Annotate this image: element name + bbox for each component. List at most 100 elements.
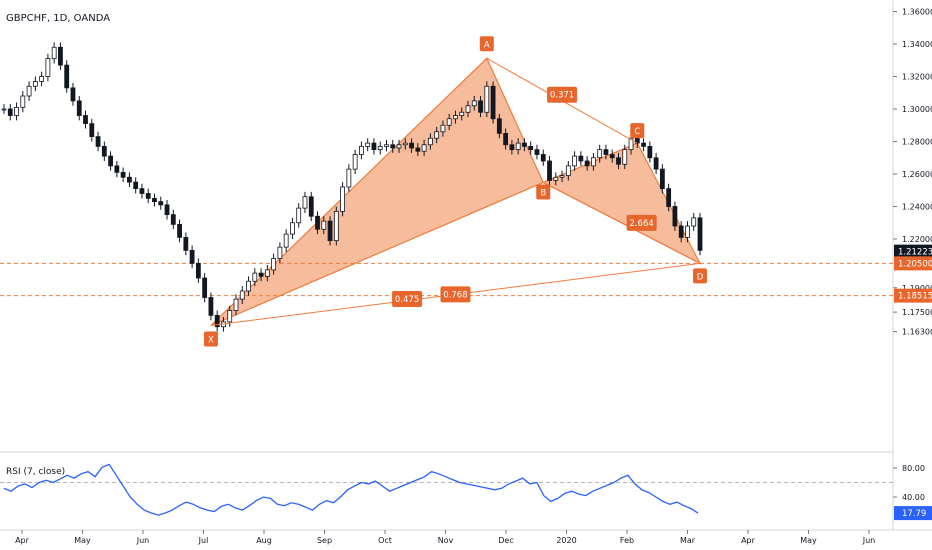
- candle: [246, 276, 251, 296]
- candle: [565, 161, 571, 181]
- candle-body: [371, 142, 377, 151]
- candle-body: [509, 144, 515, 151]
- candle-body: [333, 210, 339, 242]
- time-tick-label: Jul: [198, 536, 209, 545]
- time-tick-label: Apr: [15, 536, 30, 545]
- rsi-line[interactable]: [3, 463, 699, 516]
- candle-body: [609, 154, 615, 159]
- candle: [70, 83, 76, 106]
- candle: [697, 213, 703, 256]
- candle: [653, 152, 659, 174]
- ratio-badge[interactable]: [626, 214, 657, 231]
- candle-body: [302, 196, 308, 209]
- candle-body: [659, 168, 665, 190]
- candle-body: [20, 95, 26, 108]
- candle-body: [51, 46, 57, 60]
- point-B-badge[interactable]: [536, 184, 551, 200]
- candle-body: [377, 145, 383, 151]
- candle-body: [152, 197, 157, 203]
- candle-body: [578, 155, 584, 162]
- candle-body: [346, 168, 352, 188]
- candle: [290, 217, 295, 239]
- candle: [396, 139, 402, 153]
- time-tick-label: Jun: [862, 536, 876, 545]
- candle-body: [64, 64, 70, 89]
- candle-body: [170, 214, 176, 225]
- candle-body: [283, 233, 289, 248]
- candle-body: [622, 149, 628, 165]
- rsi-value-tag: [894, 506, 932, 521]
- point-A-badge[interactable]: [479, 36, 494, 52]
- candle-body: [26, 85, 32, 97]
- candle: [127, 172, 132, 187]
- candle-body: [685, 225, 690, 238]
- candle: [490, 81, 496, 124]
- pattern-leg-BD[interactable]: [543, 182, 701, 264]
- candle-body: [127, 176, 132, 183]
- point-C-label: C: [634, 127, 640, 137]
- candle-body: [490, 85, 496, 120]
- candle: [139, 183, 145, 199]
- candle: [315, 211, 320, 235]
- candle-body: [528, 145, 534, 151]
- candle: [471, 96, 477, 111]
- candle-body: [440, 124, 446, 133]
- chart-title: GBPCHF, 1D, OANDA: [6, 13, 111, 24]
- candle: [540, 149, 546, 166]
- candle: [584, 156, 590, 171]
- candle: [421, 139, 427, 157]
- candle: [647, 141, 653, 163]
- price-tick-label: 1.19000: [902, 284, 932, 293]
- candle-body: [478, 100, 483, 113]
- candle: [302, 191, 308, 213]
- candle-body: [352, 154, 358, 170]
- price-tick-label: 1.22000: [902, 235, 932, 244]
- price-tick-label: 1.28000: [902, 138, 932, 147]
- candle: [158, 196, 164, 210]
- price-tag-label: 1.21223: [898, 248, 932, 258]
- point-X-badge[interactable]: [203, 331, 218, 347]
- point-D-badge[interactable]: [693, 268, 707, 284]
- ratio-badge[interactable]: [392, 290, 423, 307]
- candle-body: [308, 196, 314, 217]
- ratio-badge[interactable]: [547, 86, 578, 103]
- candle-body: [390, 144, 396, 149]
- candle: [591, 152, 596, 171]
- candle: [515, 138, 521, 155]
- price-tick-label: 1.32000: [902, 73, 932, 82]
- candle-body: [534, 149, 540, 155]
- candle-body: [70, 87, 76, 102]
- candle-body: [628, 137, 634, 151]
- candle: [641, 138, 646, 152]
- harmonic-triangle-bcd[interactable]: [541, 142, 702, 265]
- candle-body: [189, 249, 195, 264]
- candle-body: [672, 206, 678, 227]
- candle-body: [522, 142, 527, 147]
- candle-body: [559, 175, 565, 178]
- candle: [101, 141, 107, 161]
- candle-body: [296, 207, 302, 224]
- price-tick-label: 1.30000: [902, 105, 932, 114]
- candle-body: [89, 123, 95, 138]
- candle: [1, 104, 7, 114]
- candle-body: [164, 204, 170, 216]
- ratio-badge[interactable]: [440, 286, 471, 303]
- candle-body: [252, 272, 258, 282]
- candle-body: [83, 115, 88, 125]
- candle-body: [133, 181, 139, 190]
- price-tick-label: 1.24000: [902, 203, 932, 212]
- candle-body: [258, 272, 264, 277]
- time-tick-label: Oct: [378, 536, 392, 545]
- candle: [377, 141, 383, 155]
- price-tag-bg: [894, 256, 932, 271]
- candle: [45, 53, 51, 82]
- candle-body: [14, 106, 19, 116]
- candle: [685, 221, 690, 243]
- candle: [359, 141, 364, 160]
- candle-body: [427, 137, 433, 146]
- point-C-badge[interactable]: [630, 123, 645, 139]
- candle: [264, 265, 270, 282]
- candle-body: [202, 277, 208, 298]
- candle-body: [290, 222, 295, 235]
